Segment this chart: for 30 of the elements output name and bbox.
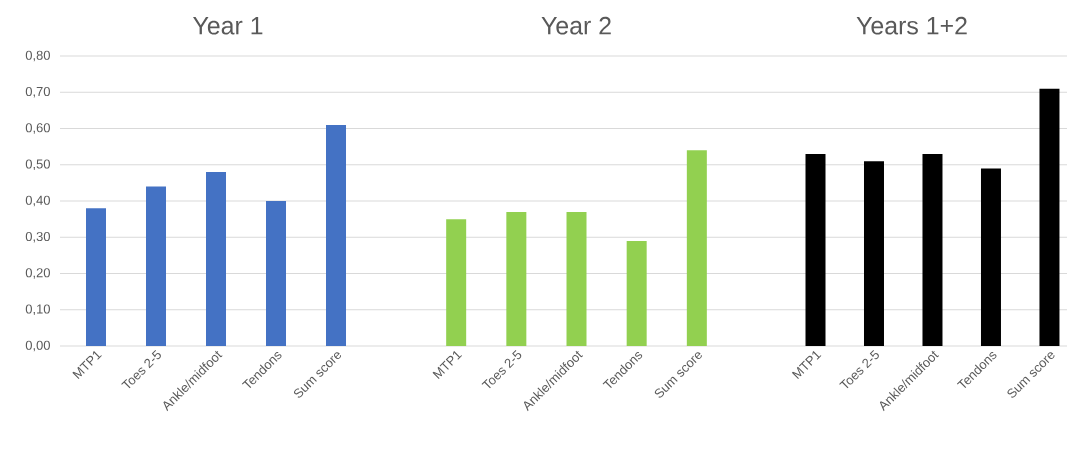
y-tick-label: 0,70 <box>25 86 50 98</box>
bar <box>922 153 943 346</box>
y-tick-label: 0,30 <box>25 231 50 243</box>
bar <box>146 186 166 346</box>
x-tick-label: Toes 2-5 <box>121 349 161 389</box>
bar <box>326 124 346 346</box>
y-tick-label: 0,80 <box>25 50 50 62</box>
bar <box>805 153 826 346</box>
y-tick-label: 0,50 <box>25 159 50 171</box>
bar <box>686 150 707 346</box>
bar <box>266 201 286 346</box>
y-tick-label: 0,40 <box>25 195 50 207</box>
bar <box>86 208 106 346</box>
bar <box>446 219 467 346</box>
bar <box>566 211 587 346</box>
x-tick-label: Toes 2-5 <box>839 349 879 389</box>
bar <box>980 168 1001 346</box>
chart-title: Year 2 <box>541 16 611 35</box>
y-tick-label: 0,60 <box>25 123 50 134</box>
bar <box>206 172 226 346</box>
bar <box>863 161 884 346</box>
bar <box>1039 88 1060 346</box>
y-tick-label: 0,10 <box>25 304 50 316</box>
chart-title: Year 1 <box>193 17 263 35</box>
bar <box>626 240 647 346</box>
y-tick-label: 0,00 <box>25 340 50 352</box>
x-tick-label: Toes 2-5 <box>481 349 522 389</box>
bar <box>506 211 527 346</box>
y-tick-label: 0,20 <box>25 268 50 279</box>
chart-title: Years 1+2 <box>856 16 967 35</box>
